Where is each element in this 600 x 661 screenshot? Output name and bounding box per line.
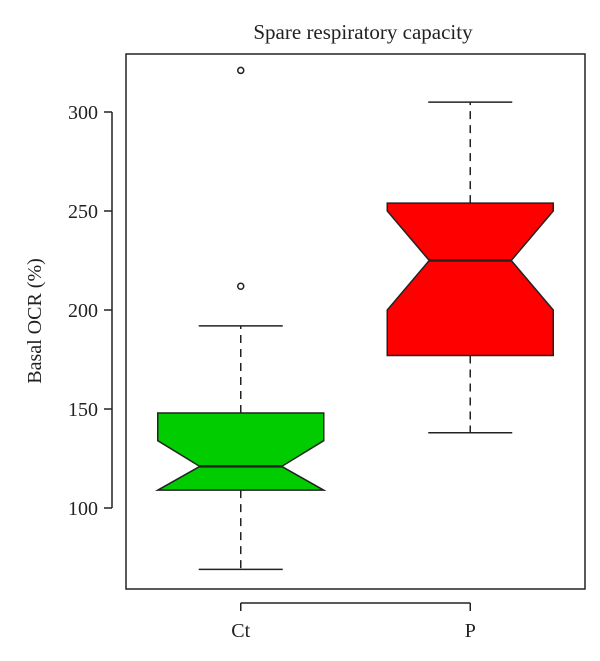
x-tick-label-ct: Ct [231,620,250,642]
chart-title: Spare respiratory capacity [253,20,473,44]
chart-marks: 100 150 200 250 300 Ct P [68,66,554,642]
y-tick-label-100: 100 [68,498,98,520]
y-tick-label-250: 250 [68,201,98,223]
y-axis-label: Basal OCR (%) [24,258,46,384]
y-tick-label-200: 200 [68,300,98,322]
outlier-point-ct-2 [237,66,245,75]
y-tick-label-300: 300 [68,102,98,124]
y-tick-label-150: 150 [68,399,98,421]
box-p [386,202,554,357]
plot-frame [125,53,586,590]
x-tick-label-p: P [465,620,476,642]
box-ct [154,412,327,491]
outlier-point-ct-1 [237,282,245,290]
